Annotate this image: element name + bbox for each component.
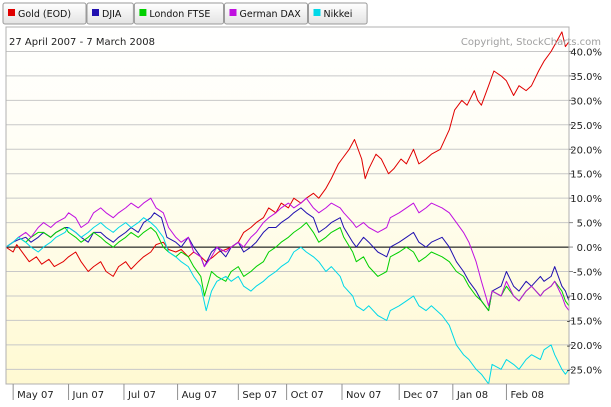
x-tick-label: Aug 07 [182, 390, 217, 401]
y-tick-label: 15.0% [570, 170, 602, 181]
x-axis: May 07 Jun 07 Jul 07 Aug 07 Sep 07 Oct 07 Nov … [12, 384, 544, 401]
series-line-german-dax [6, 197, 569, 311]
series-lines [6, 31, 569, 384]
legend-label: German DAX [240, 9, 302, 20]
legend-item-london-ftse: London FTSE [133, 2, 224, 25]
series-line-nikkei [6, 217, 569, 384]
copyright-text: Copyright, StockCharts.com [461, 37, 601, 48]
x-tick-label: Jul 07 [127, 390, 156, 401]
series-line-gold-eod [6, 31, 569, 277]
legend-item-german-dax: German DAX [224, 2, 308, 25]
y-tick-label: -15.0% [567, 316, 602, 327]
y-tick-label: 20.0% [570, 145, 602, 156]
legend-swatch [139, 9, 147, 16]
y-tick-label: -25.0% [567, 365, 602, 376]
legend-swatch [8, 9, 15, 16]
legend-tab [308, 2, 368, 25]
y-tick-label: 35.0% [570, 72, 602, 83]
plot-area [6, 27, 569, 384]
date-range-label: 27 April 2007 - 7 March 2008 [9, 37, 155, 48]
legend-tab [2, 2, 87, 25]
y-tick-label: 0.0% [577, 243, 602, 254]
y-tick-label: 40.0% [570, 47, 602, 58]
legend-swatch [313, 9, 321, 16]
legend-label: London FTSE [149, 9, 210, 20]
x-tick-label: May 07 [17, 390, 54, 401]
y-tick-label: -10.0% [567, 292, 602, 303]
legend-tab [86, 2, 134, 25]
legend-swatch [92, 9, 99, 16]
x-tick-label: Dec 07 [403, 390, 438, 401]
legend-label: DJIA [102, 9, 122, 20]
y-tick-label: -20.0% [567, 341, 602, 352]
y-tick-label: 5.0% [577, 219, 602, 230]
legend: Gold (EOD) DJIA London FTSE German DAX Nikke… [2, 2, 368, 25]
legend-label: Nikkei [324, 9, 353, 20]
y-axis: -25.0% -20.0% -15.0% -10.0% -5.0% 0.0% 5.0% 10.… [567, 47, 602, 376]
legend-tab [133, 2, 224, 25]
x-tick-label: Feb 08 [510, 390, 544, 401]
legend-item-nikkei: Nikkei [308, 2, 368, 25]
y-tick-label: 10.0% [570, 194, 602, 205]
plot-border [5, 26, 570, 385]
y-tick-label: -5.0% [573, 268, 602, 279]
legend-swatch [229, 9, 237, 16]
x-tick-label: Jun 07 [72, 390, 105, 401]
legend-tab [224, 2, 308, 25]
grid-lines [6, 50, 569, 370]
x-tick-label: Jan 08 [456, 390, 488, 401]
x-tick-label: Nov 07 [346, 390, 381, 401]
x-tick-label: Sep 07 [242, 390, 277, 401]
series-line-london-ftse [6, 222, 569, 312]
legend-item-gold-eod: Gold (EOD) [2, 2, 87, 25]
x-tick-label: Oct 07 [291, 390, 324, 401]
legend-label: Gold (EOD) [18, 9, 71, 20]
legend-item-djia: DJIA [86, 2, 134, 25]
y-tick-label: 30.0% [570, 96, 602, 107]
y-tick-label: 25.0% [570, 121, 602, 132]
